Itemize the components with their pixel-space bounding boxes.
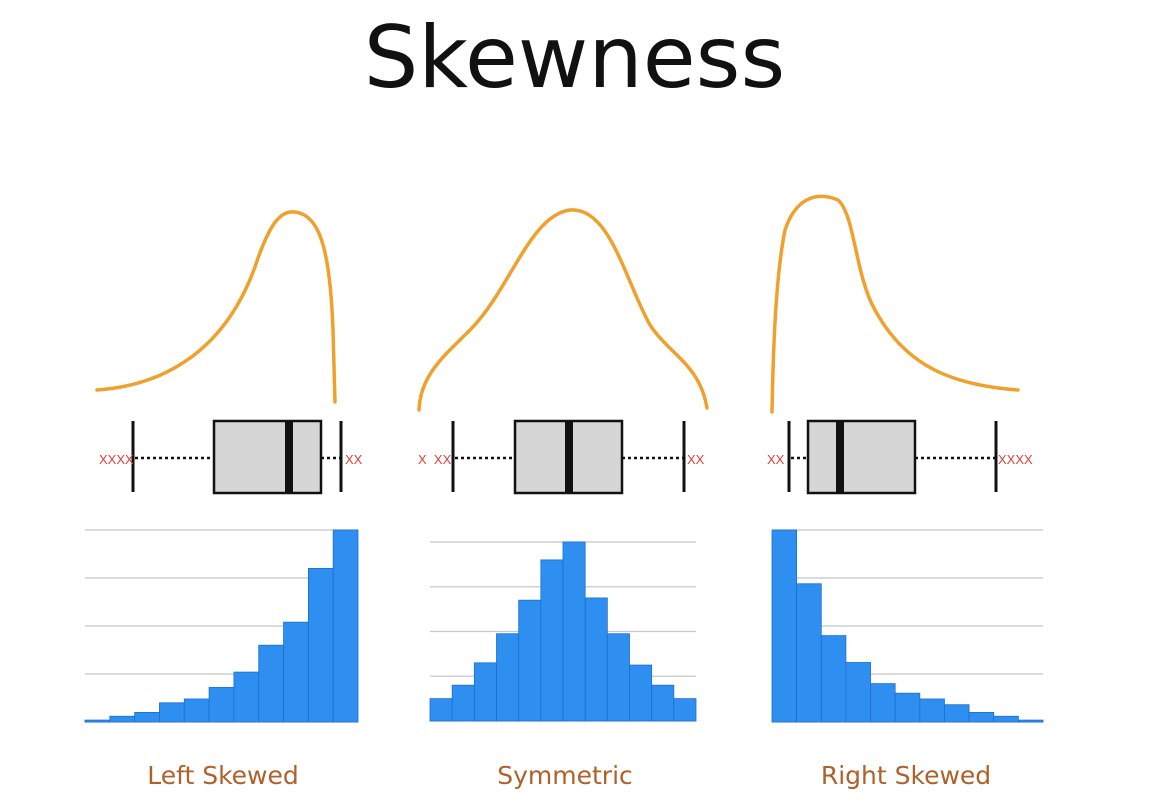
left-skew-bar [233,671,260,723]
left-skew-histogram [84,529,359,723]
right-skew-histogram [771,529,1044,723]
left-skew-bar [258,644,284,723]
right-skew-bar [771,529,798,723]
left-skew-bar [134,712,160,723]
right-skew-bar [993,715,1019,723]
right-skew-bar [919,698,945,723]
right-skew-bar [968,712,995,723]
symmetric-bar [451,684,475,722]
symmetric-bar [429,698,453,722]
right-skew-bar [796,583,822,723]
symmetric-bar [562,541,586,722]
left-skew-right-outliers: XX [345,452,363,467]
left-skew-boxplot: XXXX XX [99,419,363,495]
right-skew-bar [845,662,871,723]
symmetric-right-outliers: XX [687,452,705,467]
symmetric-bar [473,662,497,722]
symmetric-bar [496,633,520,722]
left-skew-density-curve [95,210,337,404]
left-skew-left-outliers: XXXX [99,452,134,467]
right-skew-density-curve [770,194,1020,414]
symmetric-bar [651,684,675,722]
symmetric-bar [606,633,630,722]
symmetric-label: Symmetric [497,761,633,790]
left-skew-bar [84,719,111,723]
left-skew-bar [159,702,185,723]
right-skew-bar [870,683,896,723]
left-skew-bar [307,568,334,723]
left-skew-bar [183,698,210,723]
symmetric-left-outliers: X XX [418,452,452,467]
right-skew-bar [1017,719,1044,723]
symmetric-bar [584,597,608,722]
right-skew-bar [894,692,921,723]
symmetric-bar [673,698,697,722]
left-skew-bar [332,529,359,723]
right-skew-right-outliers: XXXX [998,452,1033,467]
left-skew-bar [283,621,309,723]
left-skew-bar [109,715,136,723]
symmetric-bar [518,599,542,722]
left-skew-bar [208,687,235,723]
right-skew-label: Right Skewed [821,761,991,790]
right-skew-bar [820,635,847,723]
symmetric-bar [540,559,564,722]
right-skew-left-outliers: XX [767,452,785,467]
right-skew-bar [944,704,970,723]
symmetric-boxplot: X XX XX [418,419,705,495]
symmetric-histogram [429,541,697,722]
symmetric-density-curve [417,208,709,412]
right-skew-boxplot: XX XXXX [767,419,1033,495]
slide-title: Skewness [363,8,786,108]
symmetric-bar [629,664,653,722]
left-skew-label: Left Skewed [147,761,299,790]
